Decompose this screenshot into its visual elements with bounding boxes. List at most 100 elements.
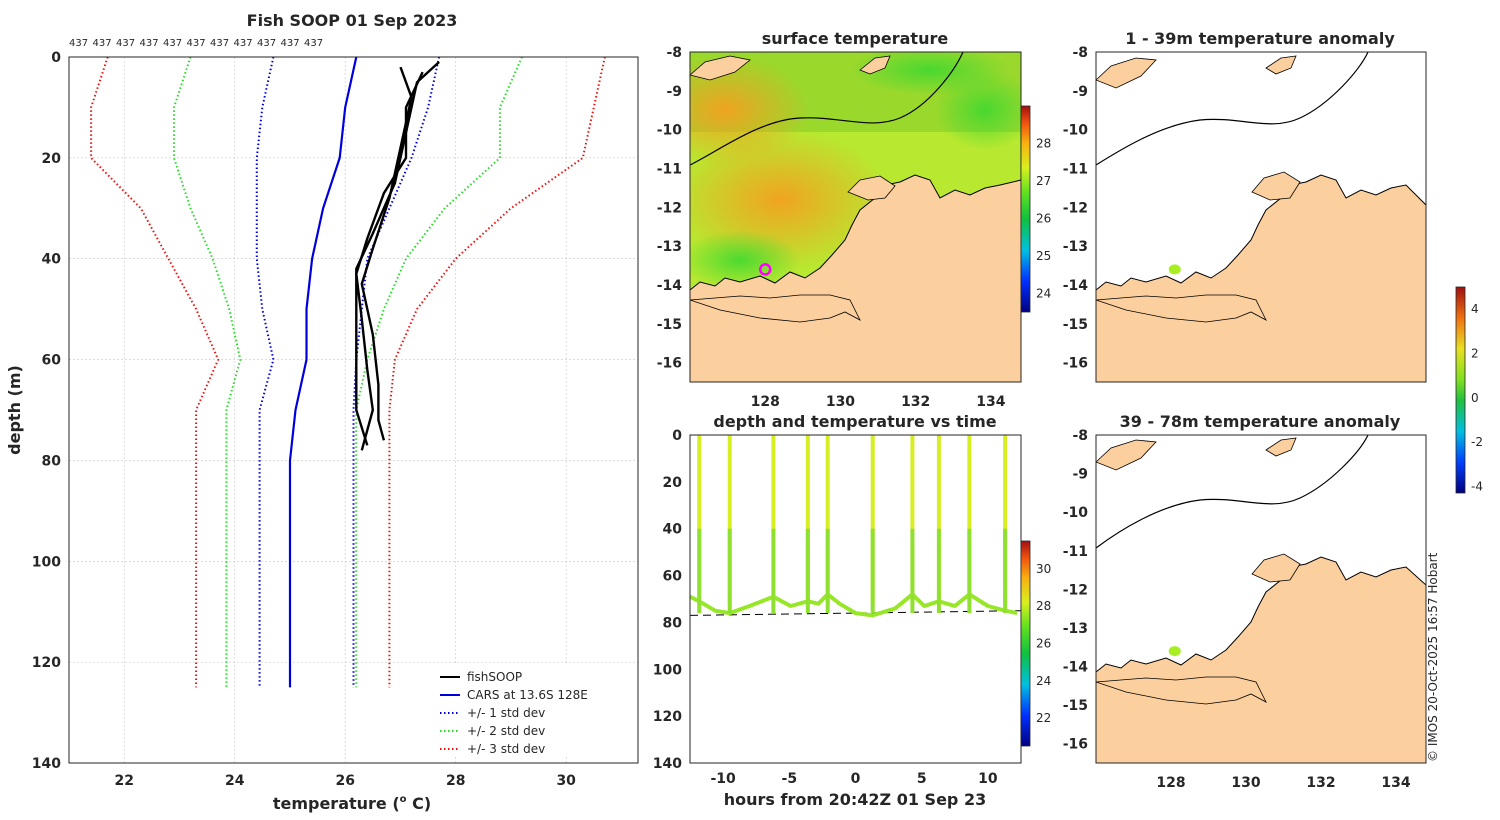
cast-count: 437 (304, 38, 323, 49)
time-tick-label: -5 (782, 771, 798, 787)
cast-count: 437 (210, 38, 229, 49)
anomaly-deep-island-north (1265, 437, 1297, 457)
cast-count: 437 (163, 38, 182, 49)
lon-tick-label: 134 (1381, 775, 1410, 791)
lat-tick-label: -15 (657, 317, 682, 333)
depth-tick-label: 120 (653, 709, 682, 725)
anomaly-shallow-y-ticks: -8 -9 -10 -11 -12 -13 -14 -15 -16 (1063, 45, 1089, 372)
anomaly-deep-title: 39 - 78m temperature anomaly (1120, 412, 1401, 431)
cast-count: 437 (234, 38, 253, 49)
lon-tick-label: 134 (976, 394, 1005, 410)
anomaly-shallow-panel: 1 - 39m temperature anomaly -8 -9 -10 -11 -1… (1063, 29, 1427, 383)
lon-tick-label: 130 (1231, 775, 1260, 791)
y-tick-label: 100 (32, 554, 61, 570)
lat-tick-label: -11 (1063, 544, 1088, 560)
lat-tick-label: -10 (1063, 123, 1089, 139)
lat-tick-label: -15 (1063, 317, 1088, 333)
cast-count: 437 (93, 38, 112, 49)
colorbar-tick-label: 25 (1036, 249, 1051, 263)
sst-cool-patch-sw (690, 230, 800, 290)
lat-tick-label: -16 (657, 356, 682, 372)
sst-colorbar (1020, 105, 1031, 313)
time-tick-label: 0 (851, 771, 861, 787)
profile-x-ticks: 22 24 26 28 30 (115, 773, 577, 789)
time-depth-panel: depth and temperature vs time -10 -5 0 5 10 … (653, 412, 1052, 809)
colorbar-tick-label: 22 (1036, 711, 1051, 725)
lat-tick-label: -12 (1063, 200, 1088, 216)
anomaly-deep-field (1096, 435, 1426, 763)
depth-tick-label: 40 (663, 522, 683, 538)
sst-map-title: surface temperature (762, 29, 949, 48)
sst-island-north (859, 55, 891, 75)
depth-tick-label: 140 (653, 756, 682, 772)
colorbar-tick-label: 28 (1036, 136, 1051, 150)
time-tick-label: 10 (978, 771, 998, 787)
lat-tick-label: -12 (657, 200, 682, 216)
sst-land (690, 174, 1021, 382)
legend-label: +/- 2 std dev (467, 724, 545, 738)
sst-timor-land (690, 55, 751, 81)
anomaly-shallow-island-north (1265, 55, 1297, 75)
colorbar-tick-label: 24 (1036, 286, 1051, 300)
time-tick-label: -10 (710, 771, 736, 787)
bottom-track (689, 592, 1018, 618)
profile-y-ticks: 0 20 40 60 80 100 120 140 (32, 50, 61, 772)
lon-tick-label: 128 (751, 394, 780, 410)
colorbar-tick-label: 2 (1471, 346, 1479, 360)
x-tick-label: 24 (225, 773, 245, 789)
lon-tick-label: 132 (901, 394, 930, 410)
colorbar-tick-label: -2 (1471, 435, 1483, 449)
lat-tick-label: -13 (1063, 239, 1088, 255)
time-depth-x-ticks: -10 -5 0 5 10 (710, 771, 997, 787)
anomaly-colorbar-ticks: 4 2 0 -2 -4 (1471, 302, 1483, 493)
sst-isobath (690, 52, 964, 166)
y-tick-label: 80 (42, 453, 62, 469)
anomaly-shallow-coast-sw (1096, 294, 1267, 323)
sst-cool-patch-east (935, 70, 1021, 150)
depth-tick-label: 100 (653, 662, 682, 678)
anomaly-deep-island (1251, 553, 1301, 583)
anomaly-deep-timor (1096, 439, 1157, 471)
colorbar-tick-label: 26 (1036, 211, 1051, 225)
ship-position-marker (758, 263, 772, 276)
y-tick-label: 0 (51, 50, 61, 66)
lat-tick-label: -11 (657, 161, 682, 177)
lat-tick-label: -8 (666, 45, 682, 61)
anomaly-deep-point (1168, 646, 1181, 657)
colorbar-tick-label: -4 (1471, 479, 1483, 493)
anomaly-colorbar (1455, 286, 1466, 494)
lon-tick-label: 132 (1306, 775, 1335, 791)
depth-tick-label: 0 (672, 428, 682, 444)
profile-x-label: temperature (o C) (273, 794, 431, 813)
profile-series (90, 56, 606, 688)
time-tick-label: 5 (917, 771, 927, 787)
colorbar-tick-label: 30 (1036, 562, 1051, 576)
sst-field (690, 52, 1021, 382)
profile-axes-box (68, 56, 639, 764)
y-tick-label: 20 (42, 151, 62, 167)
sst-colorbar-ticks: 24 25 26 27 28 (1036, 136, 1051, 300)
time-depth-casts (689, 435, 1022, 618)
sst-island (847, 175, 896, 201)
anomaly-deep-panel: 39 - 78m temperature anomaly -8-9-10-11-… (1063, 412, 1427, 791)
colorbar-tick-label: 4 (1471, 302, 1479, 316)
anomaly-colorbar-group: 4 2 0 -2 -4 (1455, 286, 1483, 494)
colorbar-tick-label: 27 (1036, 174, 1051, 188)
lat-tick-label: -9 (666, 84, 682, 100)
bottom-depth-line (689, 610, 1022, 616)
lat-tick-label: -9 (1072, 467, 1088, 483)
lat-tick-label: -15 (1063, 698, 1088, 714)
lat-tick-label: -16 (1063, 356, 1088, 372)
lat-tick-label: -13 (657, 239, 682, 255)
cast-count: 437 (257, 38, 276, 49)
legend-label: +/- 1 std dev (467, 706, 545, 720)
legend-label: +/- 3 std dev (467, 742, 545, 756)
time-depth-colorbar-ticks: 22 24 26 28 30 (1036, 562, 1051, 725)
series--1-std (255, 56, 275, 688)
series--2-std (173, 56, 242, 688)
colorbar-tick-label: 26 (1036, 637, 1051, 651)
anomaly-shallow-title: 1 - 39m temperature anomaly (1125, 29, 1395, 48)
x-tick-label: 26 (335, 773, 354, 789)
lat-tick-label: -12 (1063, 582, 1088, 598)
